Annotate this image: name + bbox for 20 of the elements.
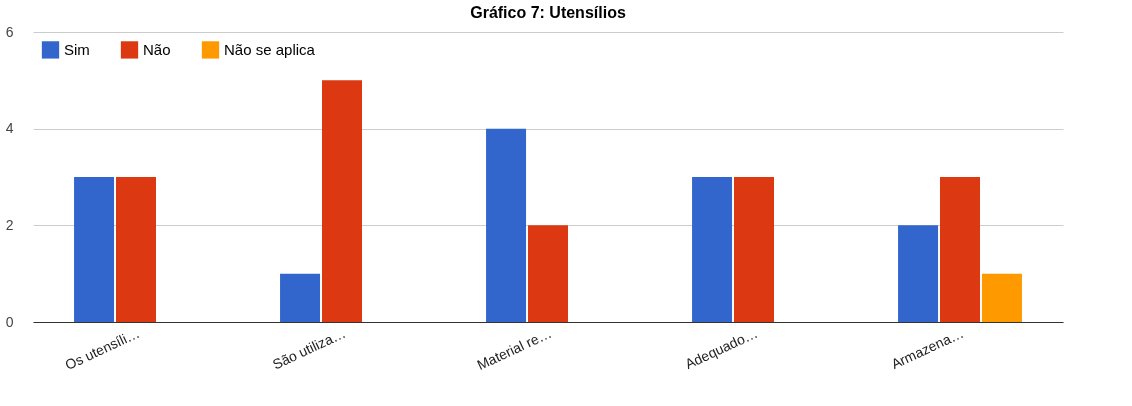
- y-tick-label: 4: [5, 120, 14, 137]
- legend-label: Sim: [64, 40, 90, 58]
- legend-label: Não: [143, 40, 171, 58]
- bar: [898, 225, 939, 322]
- bar: [981, 273, 1022, 322]
- bar: [734, 177, 774, 322]
- chart-title: Gráfico 7: Utensílios: [470, 4, 626, 21]
- bar: [692, 177, 733, 322]
- bar: [280, 273, 321, 322]
- bar: [116, 177, 156, 322]
- legend-label: Não se aplica: [224, 40, 316, 58]
- bar: [486, 128, 527, 322]
- y-tick-label: 6: [5, 23, 14, 40]
- bar: [322, 80, 362, 322]
- bar: [528, 225, 568, 322]
- x-tick-label: São utiliza…: [269, 324, 348, 373]
- bar: [74, 177, 115, 322]
- y-tick-label: 0: [5, 313, 14, 330]
- bar: [940, 177, 980, 322]
- y-tick-label: 2: [5, 216, 14, 233]
